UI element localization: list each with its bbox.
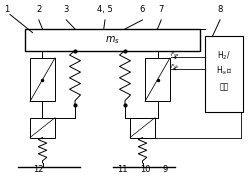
- Bar: [130, 118, 155, 138]
- Text: 制器: 制器: [219, 82, 228, 91]
- Text: 1: 1: [4, 5, 9, 14]
- Text: 6: 6: [140, 5, 145, 14]
- Text: H$_2$/: H$_2$/: [217, 50, 231, 62]
- Text: H$_\infty$控: H$_\infty$控: [216, 65, 232, 76]
- Text: $F_{sk}$: $F_{sk}$: [170, 62, 180, 71]
- Text: 2: 2: [36, 5, 42, 14]
- Bar: [30, 118, 55, 138]
- Bar: [205, 36, 242, 112]
- Text: 3: 3: [64, 5, 69, 14]
- Text: $F_{sa}$: $F_{sa}$: [170, 50, 180, 59]
- Text: 9: 9: [162, 165, 168, 174]
- Bar: [30, 58, 55, 101]
- Text: 8: 8: [217, 5, 223, 14]
- Text: $m_s$: $m_s$: [105, 34, 120, 46]
- Bar: [145, 58, 170, 101]
- Text: 11: 11: [117, 165, 128, 174]
- Text: 7: 7: [158, 5, 164, 14]
- Bar: [25, 29, 200, 51]
- Text: 10: 10: [140, 165, 150, 174]
- Text: 12: 12: [34, 165, 44, 174]
- Text: 4, 5: 4, 5: [97, 5, 113, 14]
